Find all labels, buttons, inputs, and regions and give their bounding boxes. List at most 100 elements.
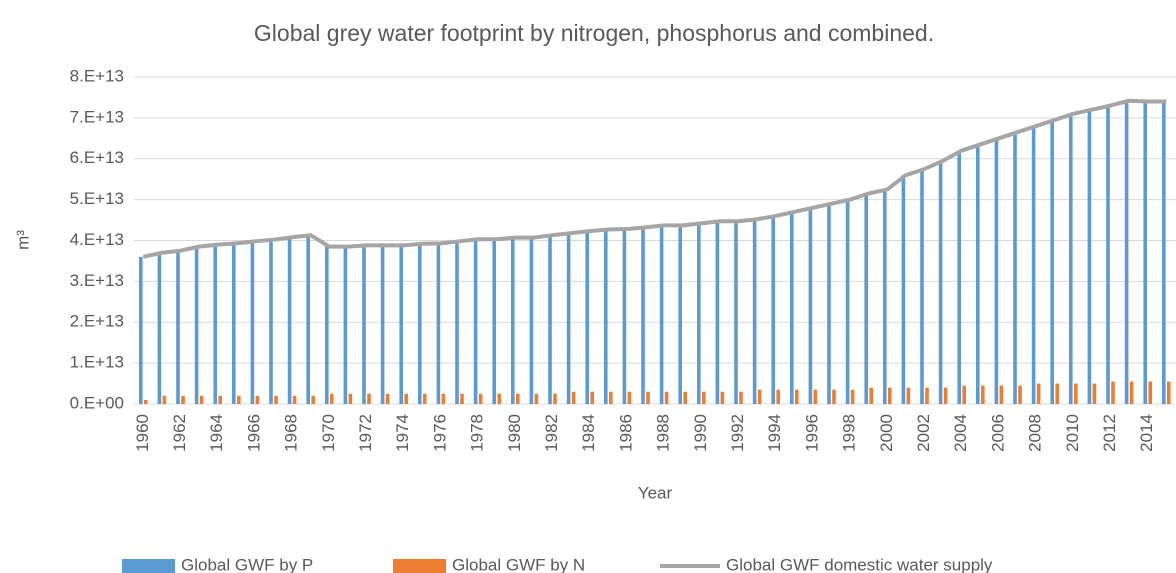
x-tick-label: 1982 [542, 414, 561, 452]
x-tick-label: 2000 [877, 414, 896, 452]
x-tick-label: 2008 [1026, 414, 1045, 452]
bar [1124, 101, 1129, 405]
x-tick-label: 2012 [1100, 414, 1119, 452]
y-tick-label: 2.E+13 [70, 312, 124, 331]
bar [455, 241, 459, 404]
bar [213, 244, 217, 404]
bar [441, 393, 446, 404]
bar [1074, 383, 1078, 404]
bar [511, 237, 515, 404]
x-tick-label: 1978 [468, 414, 487, 452]
bar [516, 393, 520, 404]
x-tick-label: 1970 [319, 414, 338, 452]
bar [1013, 132, 1017, 404]
bar [901, 175, 906, 404]
bar [311, 395, 315, 404]
bar [585, 231, 589, 404]
bar [957, 150, 961, 404]
bar [752, 219, 757, 404]
bar [274, 395, 278, 404]
bar [994, 138, 999, 404]
bar [492, 239, 496, 404]
chart-title: Global grey water footprint by nitrogen,… [254, 20, 934, 46]
bar [1143, 102, 1147, 404]
bar [627, 391, 632, 404]
bar [757, 389, 762, 404]
bar [330, 393, 334, 404]
x-tick-label: 1966 [244, 414, 263, 452]
x-tick-label: 1980 [505, 414, 524, 452]
bar [1036, 383, 1041, 404]
bar [232, 243, 236, 404]
bar [864, 193, 868, 404]
bar [529, 237, 534, 404]
y-tick-label: 6.E+13 [70, 148, 124, 167]
bar [497, 393, 501, 404]
x-tick-label: 1974 [393, 414, 412, 452]
bar [460, 393, 464, 404]
x-tick-label: 1990 [691, 414, 710, 452]
x-tick-label: 1992 [728, 414, 747, 452]
x-tick-label: 1998 [840, 414, 859, 452]
bar [827, 203, 831, 404]
bar [436, 243, 441, 404]
x-tick-label: 1996 [802, 414, 821, 452]
bar [181, 395, 185, 404]
bar [938, 162, 943, 404]
bar [1106, 105, 1110, 405]
bar [1129, 381, 1134, 404]
bar [604, 229, 608, 404]
bar [399, 245, 403, 404]
bar [385, 393, 390, 404]
x-tick-label: 2006 [988, 414, 1007, 452]
bar [850, 389, 855, 404]
bar [1018, 385, 1022, 404]
bar [571, 391, 576, 404]
bar [641, 227, 645, 404]
y-tick-label: 0.E+00 [70, 393, 124, 412]
bar [906, 387, 911, 404]
y-tick-label: 1.E+13 [70, 353, 124, 372]
bar [925, 387, 929, 404]
legend-label: Global GWF by N [452, 555, 585, 573]
bar [1069, 113, 1073, 404]
bar [883, 189, 887, 404]
x-tick-label: 1994 [765, 414, 784, 452]
bar [404, 393, 408, 404]
x-tick-label: 2002 [914, 414, 933, 452]
bar [999, 385, 1004, 404]
y-tick-label: 7.E+13 [70, 107, 124, 126]
bar [553, 393, 557, 404]
bar [199, 395, 204, 404]
x-tick-label: 1972 [356, 414, 375, 452]
x-tick-label: 1976 [430, 414, 449, 452]
bar [659, 225, 664, 404]
x-tick-label: 2014 [1137, 414, 1156, 452]
bar [325, 246, 329, 404]
bar [888, 387, 892, 404]
x-tick-label: 2004 [951, 414, 970, 452]
bar [734, 221, 738, 404]
bar [566, 233, 571, 404]
bar [548, 235, 552, 404]
bar [776, 389, 780, 404]
bar [962, 385, 966, 404]
bar [845, 199, 850, 404]
bar [832, 389, 836, 404]
bar [255, 395, 260, 404]
bar [348, 393, 353, 404]
bar [423, 393, 427, 404]
bar [380, 245, 385, 404]
y-tick-label: 5.E+13 [70, 189, 124, 208]
bar [269, 239, 273, 404]
x-tick-label: 1960 [133, 414, 152, 452]
bar [194, 246, 199, 404]
bar [790, 211, 794, 404]
bar [920, 168, 924, 404]
x-tick-label: 2010 [1063, 414, 1082, 452]
bar [292, 395, 297, 404]
bar [683, 391, 687, 404]
bar [869, 387, 873, 404]
y-tick-label: 4.E+13 [70, 230, 124, 249]
bar [1050, 119, 1054, 404]
